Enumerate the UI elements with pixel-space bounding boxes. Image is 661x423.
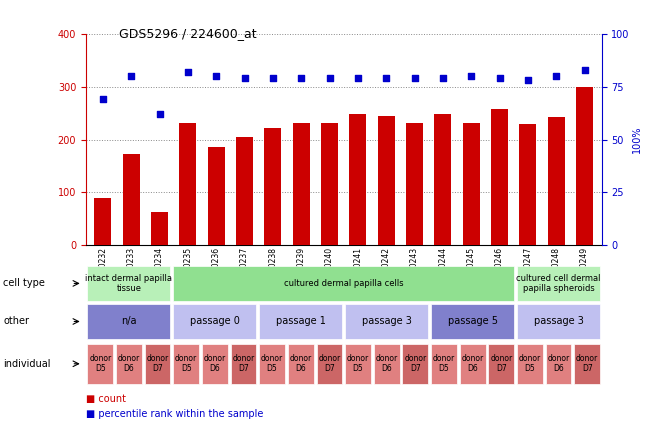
Bar	[520, 124, 536, 245]
Point	[438, 75, 448, 82]
Point	[381, 75, 391, 82]
Text: ■ percentile rank within the sample: ■ percentile rank within the sample	[86, 409, 263, 419]
Text: donor
D7: donor D7	[319, 354, 340, 374]
Text: donor
D7: donor D7	[576, 354, 598, 374]
Text: donor
D7: donor D7	[233, 354, 254, 374]
Bar	[350, 114, 366, 245]
Text: donor
D5: donor D5	[89, 354, 111, 374]
Bar	[202, 344, 227, 384]
Bar	[463, 123, 480, 245]
Bar	[431, 344, 457, 384]
Bar	[377, 116, 395, 245]
Bar	[87, 304, 171, 339]
Text: cell type: cell type	[3, 278, 45, 288]
Text: passage 5: passage 5	[447, 316, 498, 327]
Text: other: other	[3, 316, 29, 327]
Point	[268, 75, 278, 82]
Point	[466, 73, 477, 80]
Text: intact dermal papilla
tissue: intact dermal papilla tissue	[85, 274, 173, 293]
Point	[296, 75, 307, 82]
Text: cultured dermal papilla cells: cultured dermal papilla cells	[284, 279, 403, 288]
Bar	[151, 212, 168, 245]
Text: donor
D5: donor D5	[261, 354, 283, 374]
Text: passage 3: passage 3	[362, 316, 412, 327]
Bar	[317, 344, 342, 384]
Point	[494, 75, 505, 82]
Text: donor
D6: donor D6	[375, 354, 398, 374]
Bar	[264, 128, 282, 245]
Text: donor
D7: donor D7	[147, 354, 169, 374]
Bar	[431, 304, 514, 339]
Bar	[345, 304, 428, 339]
Text: donor
D7: donor D7	[490, 354, 512, 374]
Bar	[288, 344, 313, 384]
Bar	[345, 344, 371, 384]
Text: donor
D5: donor D5	[519, 354, 541, 374]
Bar	[116, 344, 142, 384]
Bar	[208, 147, 225, 245]
Bar	[321, 123, 338, 245]
Bar	[574, 344, 600, 384]
Text: donor
D6: donor D6	[290, 354, 312, 374]
Text: GDS5296 / 224600_at: GDS5296 / 224600_at	[119, 27, 256, 41]
Y-axis label: 100%: 100%	[633, 126, 642, 154]
Text: individual: individual	[3, 359, 51, 369]
Point	[325, 75, 335, 82]
Text: passage 1: passage 1	[276, 316, 326, 327]
Text: passage 3: passage 3	[533, 316, 584, 327]
Text: ■ count: ■ count	[86, 394, 126, 404]
Bar	[548, 117, 564, 245]
Bar	[517, 266, 600, 301]
Bar	[259, 344, 285, 384]
Point	[523, 77, 533, 84]
Text: donor
D5: donor D5	[347, 354, 369, 374]
Text: donor
D6: donor D6	[461, 354, 484, 374]
Bar	[434, 114, 451, 245]
Text: passage 0: passage 0	[190, 316, 240, 327]
Bar	[459, 344, 485, 384]
Text: cultured cell dermal
papilla spheroids: cultured cell dermal papilla spheroids	[516, 274, 601, 293]
Point	[154, 111, 165, 118]
Bar	[87, 266, 171, 301]
Bar	[173, 266, 514, 301]
Bar	[517, 304, 600, 339]
Point	[239, 75, 250, 82]
Bar	[173, 344, 199, 384]
Point	[98, 96, 108, 103]
Bar	[123, 154, 139, 245]
Bar	[179, 123, 196, 245]
Text: donor
D7: donor D7	[405, 354, 426, 374]
Text: n/a: n/a	[121, 316, 137, 327]
Point	[551, 73, 561, 80]
Bar	[259, 304, 342, 339]
Bar	[231, 344, 256, 384]
Text: donor
D6: donor D6	[118, 354, 140, 374]
Bar	[488, 344, 514, 384]
Point	[211, 73, 221, 80]
Bar	[403, 344, 428, 384]
Bar	[517, 344, 543, 384]
Point	[409, 75, 420, 82]
Bar	[576, 87, 593, 245]
Text: donor
D5: donor D5	[433, 354, 455, 374]
Bar	[145, 344, 171, 384]
Text: donor
D6: donor D6	[547, 354, 570, 374]
Point	[182, 69, 193, 75]
Bar	[545, 344, 571, 384]
Bar	[95, 198, 112, 245]
Bar	[373, 344, 399, 384]
Bar	[173, 304, 256, 339]
Text: donor
D6: donor D6	[204, 354, 226, 374]
Bar	[491, 109, 508, 245]
Bar	[406, 123, 423, 245]
Bar	[236, 137, 253, 245]
Point	[126, 73, 137, 80]
Point	[579, 66, 590, 73]
Bar	[87, 344, 113, 384]
Bar	[293, 123, 310, 245]
Point	[352, 75, 363, 82]
Text: donor
D5: donor D5	[175, 354, 197, 374]
